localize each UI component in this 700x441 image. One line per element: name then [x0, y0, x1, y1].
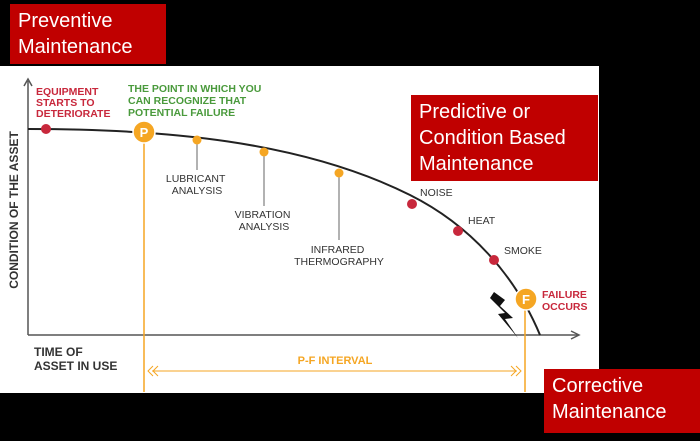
vibration-line-1: VIBRATION — [235, 209, 291, 221]
lubricant-line-2: ANALYSIS — [172, 185, 223, 197]
y-axis-arrow-icon — [23, 77, 33, 87]
x-axis-label: TIME OF ASSET IN USE — [34, 345, 117, 373]
corrective-maintenance-callout: Corrective Maintenance — [544, 369, 700, 433]
deteriorate-dot — [41, 124, 51, 134]
x-axis-label-line-1: TIME OF — [34, 345, 83, 359]
pf-left-arrow-icon — [147, 365, 159, 377]
lubricant-line-1: LUBRICANT — [166, 173, 226, 185]
heat-label: HEAT — [468, 215, 496, 227]
lightning-icon — [490, 292, 518, 338]
deteriorate-line-2: STARTS TO — [36, 97, 95, 109]
failure-line-1: FAILURE — [542, 289, 587, 301]
p-marker-label: P — [140, 125, 149, 140]
f-marker — [514, 287, 538, 311]
x-axis-arrow-icon — [570, 330, 581, 340]
recognize-line-2: CAN RECOGNIZE THAT — [128, 95, 247, 107]
predictive-maintenance-callout: Predictive or Condition Based Maintenanc… — [411, 95, 598, 181]
recognize-label: THE POINT IN WHICH YOU CAN RECOGNIZE THA… — [128, 83, 264, 119]
f-marker-label: F — [522, 292, 530, 307]
deteriorate-label: EQUIPMENT STARTS TO DETERIORATE — [36, 86, 110, 120]
infrared-line-2: THERMOGRAPHY — [294, 256, 384, 268]
vibration-line-2: ANALYSIS — [239, 221, 290, 233]
lubricant-dot — [192, 135, 202, 145]
smoke-label: SMOKE — [504, 245, 542, 257]
failure-label: FAILURE OCCURS — [542, 289, 590, 313]
noise-dot — [407, 199, 417, 209]
pf-label-bg — [290, 352, 382, 368]
x-axis-label-line-2: ASSET IN USE — [34, 359, 117, 373]
y-axis-label: CONDITION OF THE ASSET — [7, 131, 21, 289]
noise-label: NOISE — [420, 187, 453, 199]
preventive-maintenance-callout: Preventive Maintenance — [10, 4, 166, 64]
infrared-dot — [334, 168, 344, 178]
failure-line-2: OCCURS — [542, 301, 588, 313]
pf-right-arrow-icon — [510, 365, 522, 377]
heat-dot — [453, 226, 463, 236]
vibration-label: VIBRATION ANALYSIS — [235, 209, 294, 233]
deteriorate-line-1: EQUIPMENT — [36, 86, 99, 98]
infrared-line-1: INFRARED — [311, 244, 365, 256]
recognize-line-3: POTENTIAL FAILURE — [128, 107, 235, 119]
lubricant-label: LUBRICANT ANALYSIS — [166, 173, 228, 197]
pf-interval-label: P-F INTERVAL — [298, 355, 373, 367]
infrared-label: INFRARED THERMOGRAPHY — [294, 244, 384, 268]
smoke-dot — [489, 255, 499, 265]
recognize-line-1: THE POINT IN WHICH YOU — [128, 83, 261, 95]
deteriorate-line-3: DETERIORATE — [36, 108, 110, 120]
p-marker — [132, 120, 156, 144]
vibration-dot — [259, 147, 269, 157]
